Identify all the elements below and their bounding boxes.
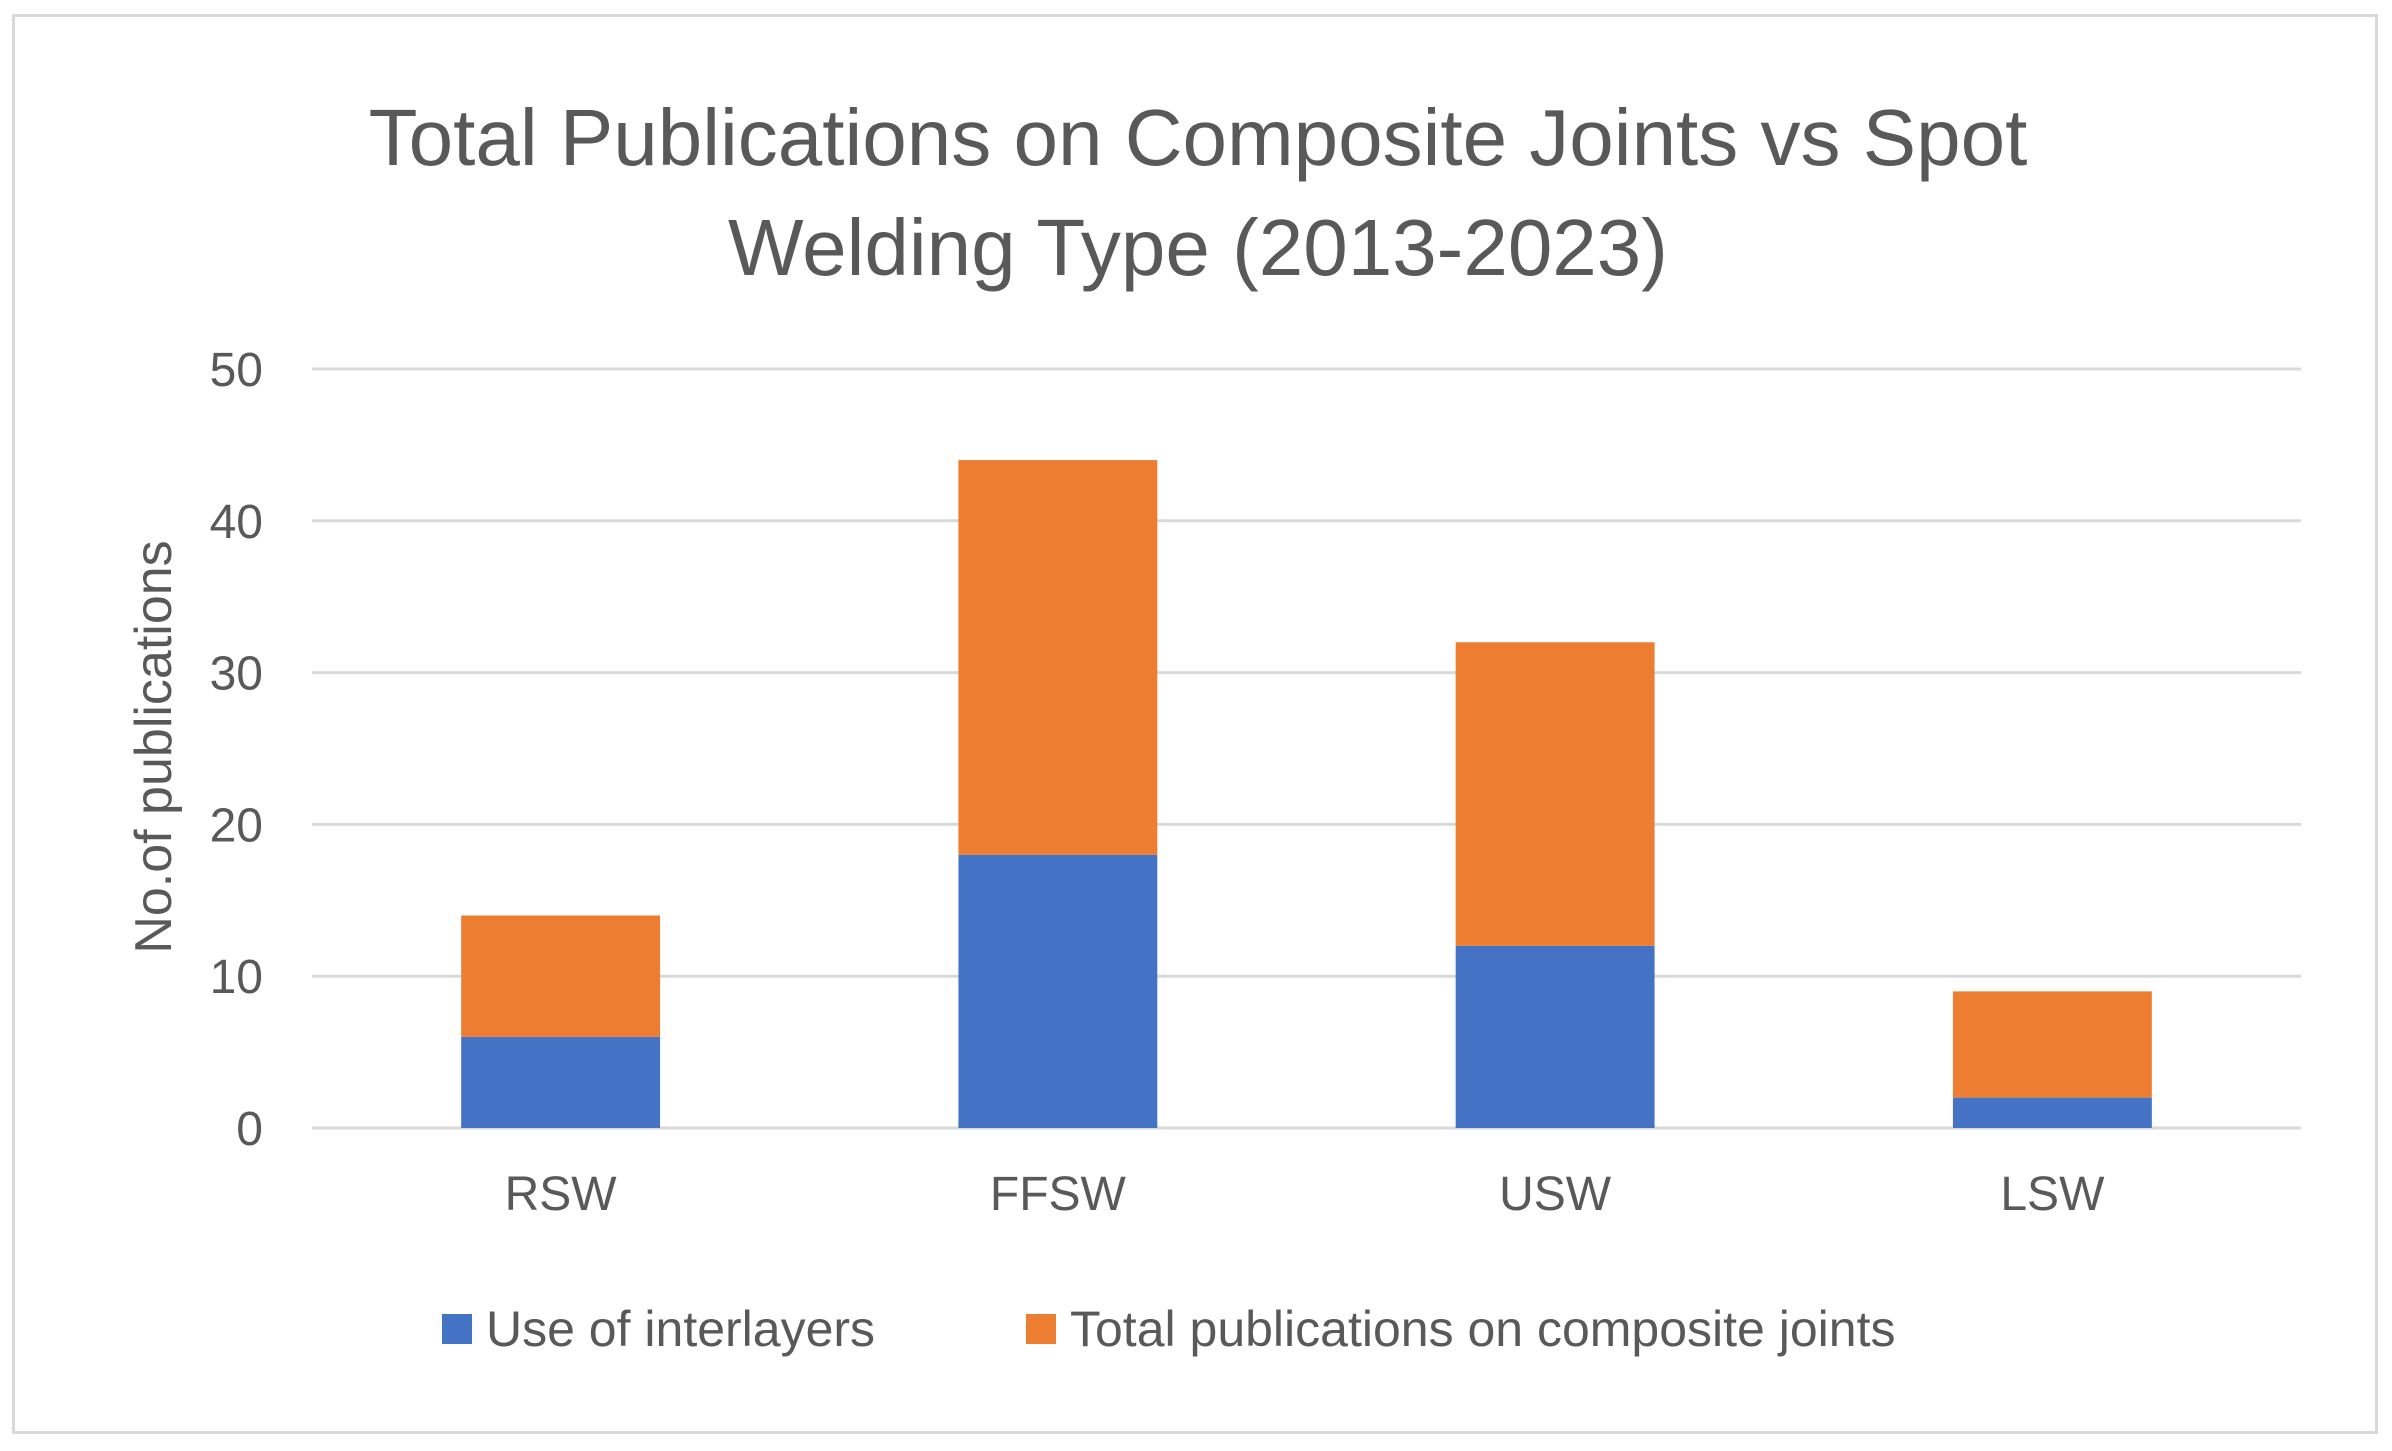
chart-title-line-2: Welding Type (2013-2023) <box>728 203 1668 292</box>
bar-ffsw-series-2 <box>958 460 1158 855</box>
bar-ffsw-series-1 <box>958 854 1158 1128</box>
legend-label-1: Use of interlayers <box>486 1301 875 1357</box>
y-tick-label-50: 50 <box>210 344 263 397</box>
bar-usw-series-2 <box>1455 642 1655 946</box>
chart-title-line-1: Total Publications on Composite Joints v… <box>369 93 2028 182</box>
legend-swatch-2 <box>1026 1314 1056 1344</box>
y-tick-label-20: 20 <box>210 799 263 852</box>
chart-frame: Total Publications on Composite Joints v… <box>12 14 2378 1434</box>
x-tick-label-usw: USW <box>1499 1168 1612 1221</box>
bar-rsw-series-1 <box>461 1036 661 1128</box>
y-axis-title: No.of publications <box>125 540 183 953</box>
y-tick-label-30: 30 <box>210 648 263 701</box>
x-tick-label-lsw: LSW <box>2000 1168 2105 1221</box>
chart-title: Total Publications on Composite Joints v… <box>369 93 2028 292</box>
bar-rsw-series-2 <box>461 915 661 1037</box>
x-tick-label-ffsw: FFSW <box>990 1168 1127 1221</box>
y-axis-ticks: 0 10 20 30 40 50 <box>210 344 263 1156</box>
y-tick-label-10: 10 <box>210 951 263 1004</box>
bar-lsw-series-1 <box>1952 1097 2152 1128</box>
x-tick-label-rsw: RSW <box>505 1168 618 1221</box>
bar-lsw-series-2 <box>1952 991 2152 1098</box>
bar-usw-series-1 <box>1455 945 1655 1128</box>
legend: Use of interlayers Total publications on … <box>442 1301 1895 1357</box>
bars <box>461 460 2152 1128</box>
chart-canvas: Total Publications on Composite Joints v… <box>125 93 2301 1357</box>
y-tick-label-40: 40 <box>210 496 263 549</box>
legend-swatch-1 <box>442 1314 472 1344</box>
x-axis-ticks: RSW FFSW USW LSW <box>505 1168 2105 1221</box>
legend-label-2: Total publications on composite joints <box>1070 1301 1895 1357</box>
y-tick-label-0: 0 <box>236 1103 263 1156</box>
